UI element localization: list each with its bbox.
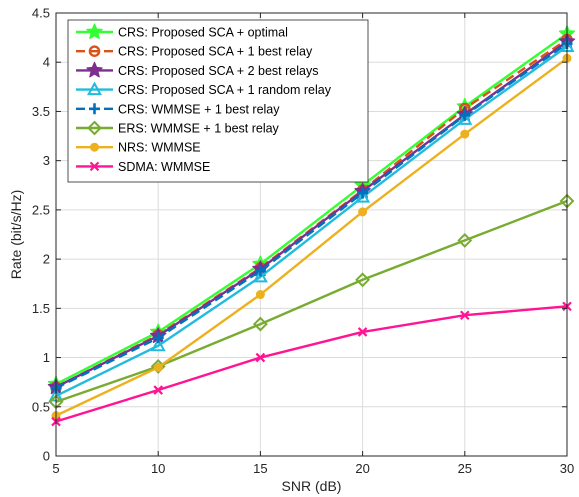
series-layer <box>47 25 576 427</box>
legend-marker <box>89 103 100 115</box>
data-point <box>252 316 268 332</box>
data-point <box>153 385 163 395</box>
y-tick-label: 2.5 <box>32 202 50 217</box>
y-tick-label: 2 <box>43 252 50 267</box>
x-tick-label: 25 <box>458 461 472 476</box>
x-tick-label: 20 <box>355 461 369 476</box>
legend-item: SDMA: WMMSE <box>76 160 210 174</box>
data-point <box>460 310 470 321</box>
series-line <box>55 32 568 386</box>
y-tick-label: 3 <box>43 153 50 168</box>
legend-label: CRS: Proposed SCA + 1 best relay <box>118 45 313 59</box>
series-line <box>55 57 568 417</box>
legend-marker <box>86 61 103 78</box>
legend: CRS: Proposed SCA + optimal CRS: Proposed… <box>67 19 369 183</box>
legend-marker <box>88 45 101 58</box>
data-point <box>460 129 470 139</box>
y-tick-label: 4 <box>43 55 50 70</box>
legend-item: ERS: WMMSE + 1 best relay <box>76 120 280 136</box>
legend-label: SDMA: WMMSE <box>118 160 210 174</box>
data-point <box>252 268 268 283</box>
y-tick-label: 0.5 <box>32 399 50 414</box>
legend-item: CRS: Proposed SCA + 1 best relay <box>76 45 313 59</box>
legend-item: CRS: Proposed SCA + 1 random relay <box>76 81 332 97</box>
series-line <box>55 42 568 390</box>
data-point <box>358 207 368 217</box>
legend-box <box>67 19 369 183</box>
data-point <box>357 187 369 199</box>
legend-label: NRS: WMMSE <box>118 141 201 155</box>
legend-item: CRS: WMMSE + 1 best relay <box>76 102 280 116</box>
series-line <box>55 45 568 398</box>
legend-marker <box>87 120 102 136</box>
y-tick-label: 1 <box>43 350 50 365</box>
data-point <box>355 272 371 288</box>
legend-item: NRS: WMMSE <box>76 141 201 155</box>
legend-label: CRS: Proposed SCA + 1 random relay <box>118 83 332 97</box>
data-point <box>255 352 266 363</box>
legend-marker <box>89 161 100 172</box>
series-line <box>55 40 568 389</box>
data-point <box>254 265 266 277</box>
x-tick-label: 15 <box>253 461 267 476</box>
data-point <box>153 362 163 372</box>
data-point <box>152 332 164 344</box>
x-axis-label: SNR (dB) <box>282 478 342 494</box>
legend-marker <box>87 81 102 96</box>
series-line <box>55 305 568 423</box>
y-tick-label: 4.5 <box>32 6 50 21</box>
data-point <box>355 189 371 203</box>
legend-label: ERS: WMMSE + 1 best relay <box>118 122 280 136</box>
series-line <box>55 199 568 403</box>
x-tick-label: 30 <box>560 461 574 476</box>
y-axis-label: Rate (bit/s/Hz) <box>8 190 24 279</box>
plot-frame <box>55 12 568 457</box>
series-8 <box>51 301 572 427</box>
legend-marker <box>86 23 103 40</box>
data-point <box>357 327 368 337</box>
x-tick-label: 10 <box>151 461 165 476</box>
data-point <box>459 109 471 121</box>
data-point <box>457 111 473 125</box>
x-tick-label: 5 <box>52 461 59 476</box>
legend-marker <box>90 142 99 152</box>
y-tick-label: 3.5 <box>32 104 50 119</box>
y-tick-label: 1.5 <box>32 301 50 316</box>
y-tick-label: 0 <box>43 449 50 464</box>
legend-label: CRS: Proposed SCA + optimal <box>118 26 288 40</box>
axis-ticks: 5 10 15 20 25 30 0 0.5 1 1.5 2 2.5 3 3.5 4 4.5 <box>32 6 574 477</box>
legend-item: CRS: Proposed SCA + 2 best relays <box>76 61 318 78</box>
data-point <box>457 232 473 248</box>
legend-label: CRS: Proposed SCA + 2 best relays <box>118 64 318 78</box>
legend-item: CRS: Proposed SCA + optimal <box>76 23 288 40</box>
data-point <box>255 290 265 300</box>
legend-label: CRS: WMMSE + 1 best relay <box>118 102 280 116</box>
data-point <box>150 337 166 352</box>
